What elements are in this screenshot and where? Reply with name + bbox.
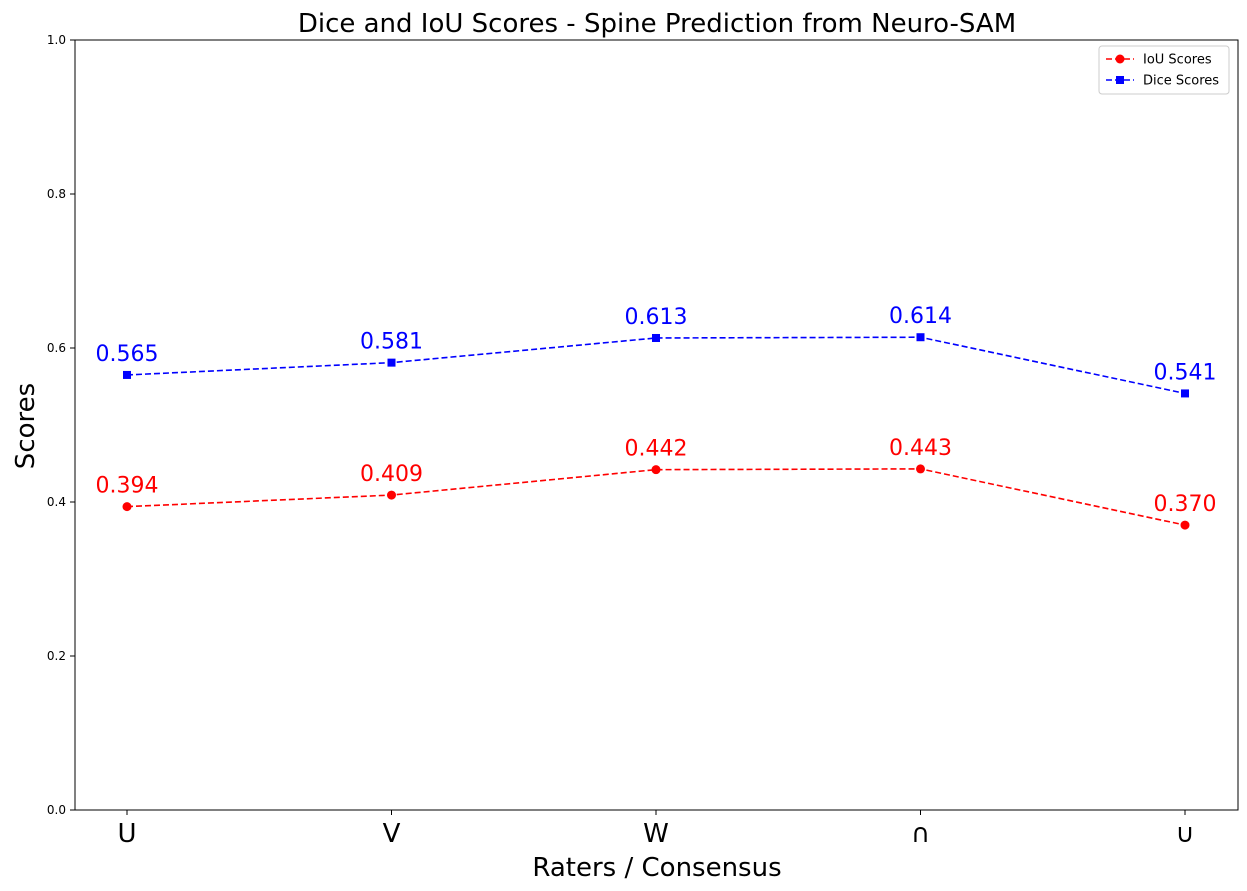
legend-label: Dice Scores [1143,74,1219,89]
data-label: 0.442 [625,437,688,462]
data-label: 0.614 [889,304,952,329]
data-point [1181,389,1189,398]
legend-marker [1116,76,1124,84]
data-label: 0.565 [96,342,159,367]
data-point [652,333,660,342]
chart-title: Dice and IoU Scores - Spine Prediction f… [298,9,1016,39]
data-point [916,333,925,342]
series-line [126,336,1186,395]
data-point [123,370,131,379]
x-tick-label: ∪ [1175,819,1194,849]
data-label: 0.370 [1154,492,1217,517]
plot-frame [74,39,1239,811]
y-tick-label: 0.6 [47,341,66,355]
series-line [126,468,1186,526]
y-tick-label: 0.2 [47,649,66,663]
x-tick-label: ∩ [911,819,930,849]
data-label: 0.581 [360,330,423,355]
data-label: 0.613 [625,305,688,330]
legend-box [1098,45,1230,95]
data-label: 0.541 [1154,360,1217,385]
y-tick-label: 0.8 [47,187,66,201]
plot-area: 0.0 0.2 0.4 0.6 0.8 1.0 U V W ∩ ∪ 0.394 0.409 0.442 0.… [47,33,1239,849]
data-point [387,358,396,367]
data-label: 0.409 [360,462,423,487]
x-tick-label: V [383,819,401,849]
data-point [916,464,925,474]
data-point [651,465,661,475]
data-point [122,502,132,512]
y-tick-label: 0.0 [47,803,66,817]
y-tick-label: 1.0 [47,33,66,47]
legend: IoU Scores Dice Scores [1098,45,1230,95]
x-tick-label: W [643,819,669,849]
data-label: 0.443 [889,436,952,461]
data-label: 0.394 [96,474,159,499]
legend-marker [1115,54,1125,64]
data-point [387,490,396,500]
data-point [1180,520,1190,530]
legend-label: IoU Scores [1143,53,1212,68]
y-axis-label: Scores [11,383,41,469]
y-tick-label: 0.4 [47,495,66,509]
x-axis-label: Raters / Consensus [532,853,781,883]
x-tick-label: U [117,819,136,849]
